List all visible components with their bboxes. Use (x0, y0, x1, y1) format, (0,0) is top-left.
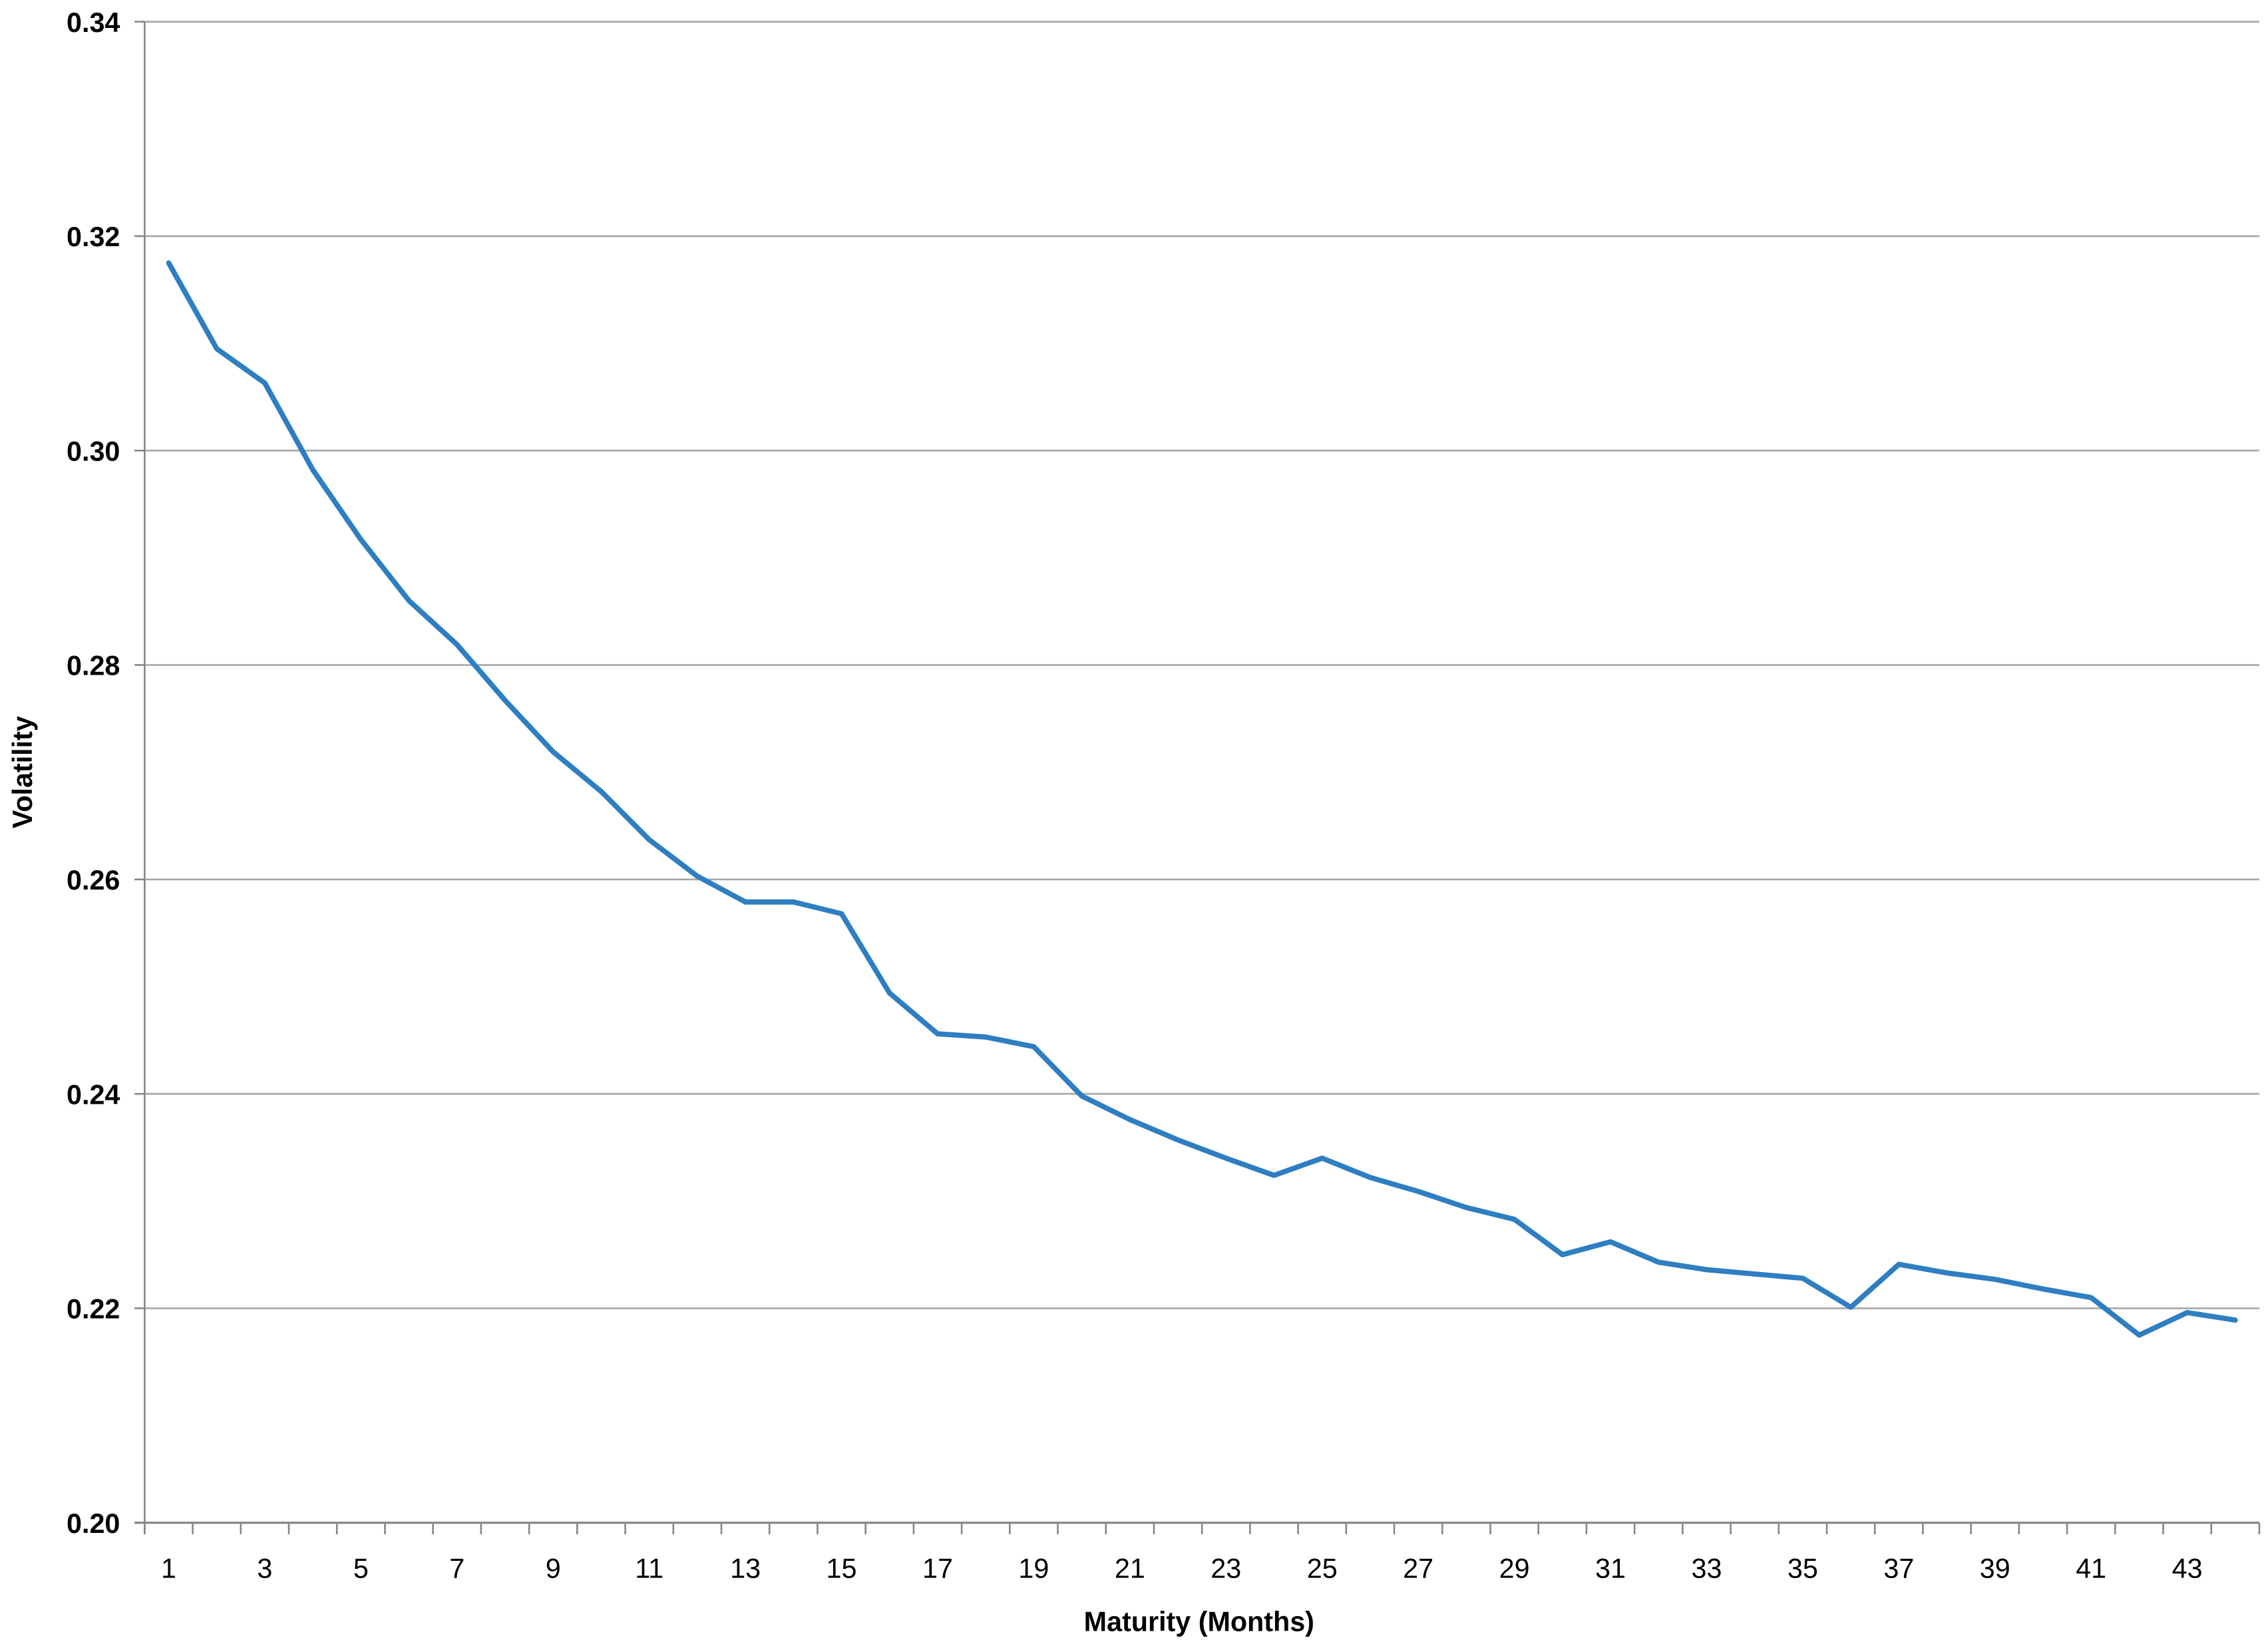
x-tick-label: 23 (1211, 1553, 1241, 1583)
y-axis-ticks: 0.20 0.22 0.24 0.26 0.28 0.30 0.32 0.34 (67, 7, 145, 1539)
y-tick-label: 0.28 (67, 651, 120, 681)
x-tick-label: 3 (257, 1553, 272, 1583)
x-tick-label: 21 (1115, 1553, 1145, 1583)
y-tick-label: 0.20 (67, 1508, 120, 1539)
x-tick-label: 9 (546, 1553, 561, 1583)
y-tick-label: 0.26 (67, 865, 120, 896)
x-tick-label: 11 (635, 1553, 663, 1583)
x-tick-label: 43 (2172, 1553, 2203, 1583)
series-line (166, 260, 2238, 1338)
x-axis: 1 3 5 7 9 11 13 15 17 19 21 23 25 27 29 31 33 35 37 39 41 43 (134, 21, 2261, 1583)
y-tick-label: 0.24 (67, 1079, 120, 1110)
x-tick-label: 29 (1499, 1553, 1530, 1583)
x-axis-label: Maturity (Months) (1084, 1607, 1314, 1637)
series (166, 260, 2238, 1338)
x-tick-label: 19 (1018, 1553, 1049, 1583)
x-tick-label: 33 (1691, 1553, 1722, 1583)
x-tick-label: 17 (922, 1553, 953, 1583)
x-tick-label: 27 (1403, 1553, 1433, 1583)
y-tick-label: 0.22 (67, 1294, 120, 1325)
x-tick-label: 37 (1883, 1553, 1914, 1583)
x-tick-label: 41 (2076, 1553, 2106, 1583)
x-tick-label: 31 (1595, 1553, 1626, 1583)
y-tick-label: 0.34 (67, 7, 120, 38)
x-tick-label: 35 (1788, 1553, 1818, 1583)
y-tick-label: 0.32 (67, 222, 120, 252)
x-tick-label: 15 (827, 1553, 857, 1583)
x-tick-label: 7 (449, 1553, 465, 1583)
x-tick-label: 1 (161, 1553, 176, 1583)
x-tick-label: 39 (1980, 1553, 2010, 1583)
y-tick-label: 0.30 (67, 436, 120, 466)
y-axis-label: Volatility (7, 716, 38, 828)
gridlines (144, 21, 2259, 1309)
x-tick-label: 25 (1307, 1553, 1338, 1583)
x-tick-label: 5 (353, 1553, 369, 1583)
x-tick-label: 13 (730, 1553, 761, 1583)
